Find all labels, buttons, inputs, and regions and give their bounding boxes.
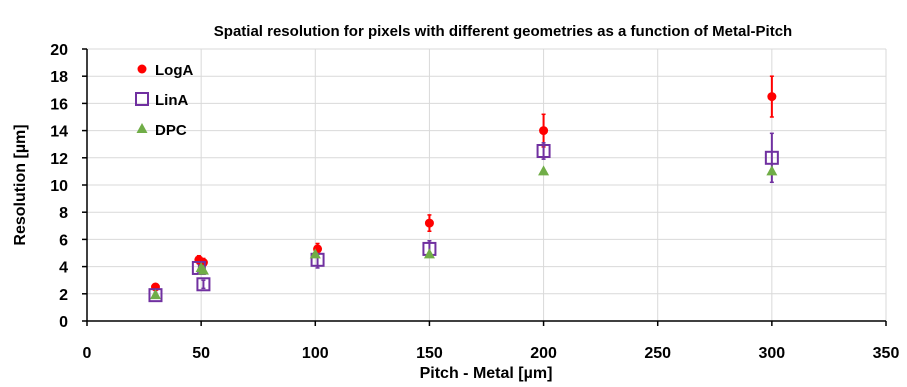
x-tick-label-2: 100 xyxy=(302,345,329,362)
chart-title: Spatial resolution for pixels with diffe… xyxy=(214,23,792,40)
lina-point-6 xyxy=(764,150,779,165)
dpc-point-3 xyxy=(309,248,321,259)
dpc-point-6 xyxy=(766,165,778,176)
loga-point-6 xyxy=(767,92,777,102)
y-tick-label-5: 10 xyxy=(50,178,68,195)
dpc-point-5 xyxy=(538,165,550,176)
legend-label-dpc: DPC xyxy=(155,122,187,139)
loga-point-5 xyxy=(539,126,549,136)
x-axis-label: Pitch - Metal [µm] xyxy=(420,365,553,382)
legend: LogA LinA DPC xyxy=(135,62,193,139)
lina-point-5 xyxy=(536,144,551,158)
y-tick-label-10: 20 xyxy=(50,42,68,59)
x-tick-labels: 0 50 100 150 200 250 300 350 xyxy=(83,345,900,362)
y-axis-label: Resolution [µm] xyxy=(12,124,29,245)
x-tick-label-3: 150 xyxy=(416,345,443,362)
y-tick-labels: 0 2 4 6 8 10 12 14 16 18 20 xyxy=(50,42,68,331)
y-tick-label-4: 8 xyxy=(59,205,68,222)
y-tick-label-0: 0 xyxy=(59,314,68,331)
y-tick-label-1: 2 xyxy=(59,287,68,304)
error-bars xyxy=(153,75,774,299)
y-tick-label-9: 18 xyxy=(50,69,68,86)
dpc-point-2 xyxy=(197,264,209,275)
y-tick-label-6: 12 xyxy=(50,151,68,168)
loga-point-4 xyxy=(424,218,434,228)
x-tick-label-4: 200 xyxy=(530,345,557,362)
x-tick-label-0: 0 xyxy=(83,345,92,362)
legend-label-loga: LogA xyxy=(155,62,193,79)
x-tick-label-6: 300 xyxy=(759,345,786,362)
y-tick-label-8: 16 xyxy=(50,96,68,113)
axes xyxy=(82,48,887,326)
y-tick-label-7: 14 xyxy=(50,124,68,141)
dpc-point-0 xyxy=(149,289,161,300)
x-tick-label-1: 50 xyxy=(192,345,210,362)
legend-label-lina: LinA xyxy=(155,92,188,109)
legend-marker-loga xyxy=(137,64,147,74)
y-tick-label-2: 4 xyxy=(59,260,68,277)
grid-lines xyxy=(87,48,887,321)
x-tick-label-7: 350 xyxy=(873,345,900,362)
data-points xyxy=(148,92,779,303)
x-tick-label-5: 250 xyxy=(644,345,671,362)
lina-point-2 xyxy=(196,277,211,292)
dpc-point-4 xyxy=(423,248,435,259)
legend-marker-dpc xyxy=(136,123,148,133)
legend-marker-lina xyxy=(135,92,149,106)
y-tick-label-3: 6 xyxy=(59,232,68,249)
